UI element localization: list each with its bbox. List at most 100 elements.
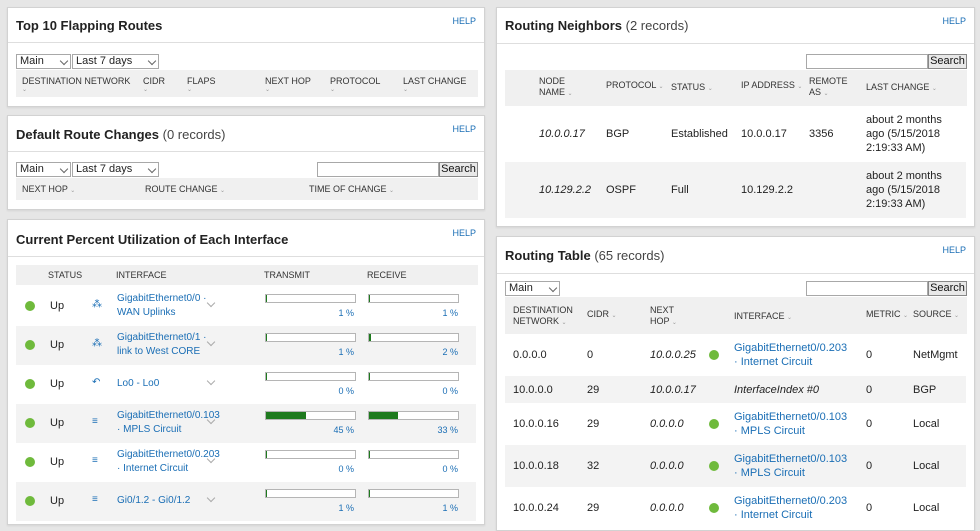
status-dot [25,301,35,311]
interface-link[interactable]: GigabitEthernet0/0 · [117,293,207,304]
view-select[interactable]: Main [16,54,71,69]
period-select[interactable]: Last 7 days [72,162,159,177]
column-header[interactable]: TIME OF CHANGE ⌄ [309,184,395,194]
interface-link[interactable]: GigabitEthernet0/0.103 [734,453,848,465]
column-header[interactable]: INTERFACE ⌄ [734,311,793,321]
interface-link[interactable]: · Internet Circuit [117,463,189,474]
cidr: 32 [587,460,600,472]
interface-link[interactable]: · MPLS Circuit [734,467,805,479]
interface-link[interactable]: Gi0/1.2 - Gi0/1.2 [117,495,191,506]
interface-link[interactable]: GigabitEthernet0/0.203 [734,342,848,354]
period-select-value: Last 7 days [76,55,133,67]
help-link[interactable]: HELP [452,16,476,26]
status-text: Up [50,456,65,468]
period-select[interactable]: Last 7 days [72,54,159,69]
search-input[interactable] [806,281,928,296]
record-count: (65 records) [594,248,665,263]
chevron-down-icon[interactable] [206,298,216,308]
search-button[interactable]: Search [928,54,967,69]
divider [8,42,484,43]
search-button[interactable]: Search [928,281,967,296]
chevron-down-icon [548,283,558,293]
search-button[interactable]: Search [439,162,478,177]
source: Local [913,502,940,514]
column-header[interactable]: DESTINATION NETWORK ⌄ [22,76,131,93]
column-header[interactable]: STATUS ⌄ [671,82,713,92]
metric: 0 [866,418,873,430]
search-input[interactable] [317,162,439,177]
interface-link[interactable]: WAN Uplinks [117,307,176,318]
receive-bar [368,372,459,381]
next-hop: 0.0.0.0 [650,418,684,430]
column-header[interactable]: NODE NAME ⌄ [539,76,573,97]
view-select[interactable]: Main [505,281,560,296]
interface-link[interactable]: GigabitEthernet0/0.203 [117,449,220,460]
interface-link[interactable]: · MPLS Circuit [734,425,805,437]
help-link[interactable]: HELP [452,124,476,134]
last-change: 2:19:33 AM) [866,142,926,154]
column-header[interactable]: NEXT HOP ⌄ [22,184,76,194]
destination-network: 10.0.0.16 [513,418,559,430]
help-link[interactable]: HELP [452,228,476,238]
view-select-value: Main [20,163,44,175]
column-header[interactable]: STATUS [48,270,83,280]
interface-link[interactable]: Lo0 - Lo0 [117,378,160,389]
column-header[interactable]: LAST CHANGE ⌄ [403,76,467,93]
column-header[interactable]: LAST CHANGE ⌄ [866,82,937,92]
receive-fill [369,373,370,380]
interface-link[interactable]: GigabitEthernet0/1 · [117,332,207,343]
chevron-down-icon[interactable] [206,493,216,503]
column-header[interactable]: INTERFACE [116,270,167,280]
routing-neighbors-panel: Routing Neighbors (2 records) HELP Searc… [496,7,975,227]
column-header[interactable]: METRIC ⌄ [866,309,909,319]
column-header[interactable]: DESTINATION NETWORK ⌄ [513,305,573,326]
help-link[interactable]: HELP [942,245,966,255]
column-header[interactable]: PROTOCOL ⌄ [330,76,381,93]
receive-fill [369,334,371,341]
interface-link[interactable]: GigabitEthernet0/0.103 [117,410,220,421]
node-name[interactable]: 10.0.0.17 [539,128,585,140]
chevron-down-icon [59,164,69,174]
source: NetMgmt [913,349,958,361]
transmit-percent: 45 % [333,425,354,435]
destination-network: 0.0.0.0 [513,349,547,361]
column-header[interactable]: TRANSMIT [264,270,310,280]
chevron-down-icon[interactable] [206,376,216,386]
loopback-icon: ↶ [92,377,101,388]
column-header[interactable]: SOURCE ⌄ [913,309,960,319]
interface-link[interactable]: GigabitEthernet0/0.203 [734,495,848,507]
transmit-bar [265,489,356,498]
column-header[interactable]: REMOTE AS ⌄ [809,76,848,97]
column-header[interactable]: CIDR ⌄ [143,76,165,93]
last-change: 2:19:33 AM) [866,198,926,210]
interface-link[interactable]: · MPLS Circuit [117,424,182,435]
column-header[interactable]: NEXT HOP ⌄ [265,76,311,93]
interface-link[interactable]: · Internet Circuit [734,356,813,368]
status-dot [709,419,719,429]
receive-percent: 2 % [442,347,458,357]
column-header[interactable]: ROUTE CHANGE ⌄ [145,184,226,194]
status-dot [709,350,719,360]
chevron-down-icon [147,164,157,174]
chevron-down-icon[interactable] [206,337,216,347]
column-header[interactable]: PROTOCOL ⌄ [606,80,664,90]
column-header[interactable]: NEXT HOP ⌄ [650,305,677,326]
search-input[interactable] [806,54,928,69]
column-header[interactable]: IP ADDRESS ⌄ [741,80,803,90]
column-header[interactable]: CIDR ⌄ [587,309,617,319]
interface-link[interactable]: GigabitEthernet0/0.103 [734,411,848,423]
help-link[interactable]: HELP [942,16,966,26]
receive-bar [368,294,459,303]
node-name[interactable]: 10.129.2.2 [539,184,591,196]
view-select[interactable]: Main [16,162,71,177]
interface-link[interactable]: link to West CORE [117,346,201,357]
receive-percent: 1 % [442,503,458,513]
interface-link[interactable]: · Internet Circuit [734,509,813,521]
status-dot [25,340,35,350]
column-header[interactable]: RECEIVE [367,270,407,280]
receive-fill [369,295,370,302]
utilization-panel: Current Percent Utilization of Each Inte… [7,219,485,525]
column-header[interactable]: FLAPS ⌄ [187,76,216,93]
default-route-panel: Default Route Changes (0 records) HELP M… [7,115,485,210]
cidr: 0 [587,349,594,361]
